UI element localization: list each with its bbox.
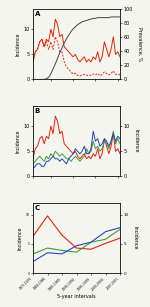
- X-axis label: 5-year intervals: 5-year intervals: [57, 294, 96, 299]
- Text: B: B: [35, 108, 40, 114]
- Y-axis label: Incidence: Incidence: [15, 33, 21, 56]
- Y-axis label: Incidence: Incidence: [134, 130, 139, 153]
- Y-axis label: Incidence: Incidence: [18, 226, 23, 250]
- Y-axis label: Incidence: Incidence: [133, 226, 138, 250]
- Y-axis label: Incidence: Incidence: [15, 130, 21, 153]
- Y-axis label: Prevalence, %: Prevalence, %: [137, 27, 142, 61]
- Text: A: A: [35, 11, 40, 17]
- Text: C: C: [35, 205, 40, 211]
